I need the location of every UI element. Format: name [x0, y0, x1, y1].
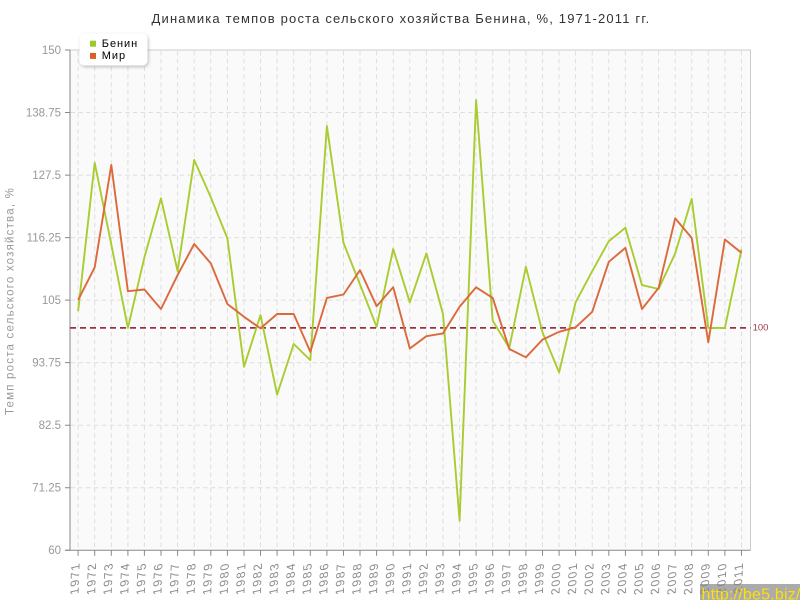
svg-text:1979: 1979 — [200, 561, 215, 596]
svg-text:116.25: 116.25 — [27, 233, 61, 245]
svg-text:1989: 1989 — [366, 561, 381, 596]
svg-text:127.5: 127.5 — [32, 170, 61, 182]
svg-text:1978: 1978 — [184, 561, 199, 596]
svg-text:1998: 1998 — [515, 561, 530, 596]
svg-text:100: 100 — [753, 322, 769, 333]
svg-text:1986: 1986 — [316, 561, 331, 596]
svg-text:2004: 2004 — [615, 561, 630, 596]
svg-text:1982: 1982 — [250, 561, 265, 596]
svg-text:1984: 1984 — [283, 561, 298, 596]
svg-text:1991: 1991 — [399, 561, 414, 596]
svg-text:1987: 1987 — [333, 561, 348, 596]
svg-text:138.75: 138.75 — [26, 108, 61, 120]
svg-text:1997: 1997 — [499, 561, 514, 596]
svg-text:2005: 2005 — [631, 561, 646, 596]
svg-text:2000: 2000 — [549, 561, 564, 596]
svg-text:http://be5.biz/: http://be5.biz/ — [702, 587, 800, 600]
svg-text:93.75: 93.75 — [32, 358, 61, 370]
svg-text:1990: 1990 — [383, 561, 398, 596]
svg-text:150: 150 — [42, 45, 61, 57]
svg-text:1983: 1983 — [267, 561, 282, 596]
svg-text:1972: 1972 — [84, 561, 99, 596]
svg-text:2003: 2003 — [598, 561, 613, 596]
svg-text:2002: 2002 — [582, 561, 597, 596]
svg-text:2001: 2001 — [565, 561, 580, 596]
svg-text:2008: 2008 — [681, 561, 696, 596]
svg-text:1976: 1976 — [150, 561, 165, 596]
svg-text:1999: 1999 — [532, 561, 547, 596]
svg-text:1971: 1971 — [68, 561, 83, 596]
svg-text:1996: 1996 — [482, 561, 497, 596]
svg-text:60: 60 — [48, 545, 61, 557]
svg-text:71.25: 71.25 — [32, 483, 61, 495]
svg-text:1981: 1981 — [233, 561, 248, 596]
svg-text:Мир: Мир — [102, 50, 126, 62]
svg-text:1988: 1988 — [349, 561, 364, 596]
svg-text:105: 105 — [42, 295, 61, 307]
svg-text:1993: 1993 — [432, 561, 447, 596]
svg-text:1992: 1992 — [416, 561, 431, 596]
svg-text:1977: 1977 — [167, 561, 182, 596]
svg-text:2006: 2006 — [648, 561, 663, 596]
svg-text:82.5: 82.5 — [39, 420, 61, 432]
svg-text:1975: 1975 — [134, 561, 149, 596]
svg-text:1974: 1974 — [117, 561, 132, 596]
svg-text:1980: 1980 — [217, 561, 232, 596]
svg-text:Темп роста сельского хозяйства: Темп роста сельского хозяйства, % — [5, 187, 17, 415]
svg-text:Динамика темпов роста сельског: Динамика темпов роста сельского хозяйств… — [152, 11, 651, 26]
svg-text:Бенин: Бенин — [102, 38, 138, 50]
svg-text:1985: 1985 — [300, 561, 315, 596]
svg-text:1994: 1994 — [449, 561, 464, 596]
svg-text:1973: 1973 — [101, 561, 116, 596]
svg-text:2007: 2007 — [665, 561, 680, 596]
svg-text:1995: 1995 — [466, 561, 481, 596]
